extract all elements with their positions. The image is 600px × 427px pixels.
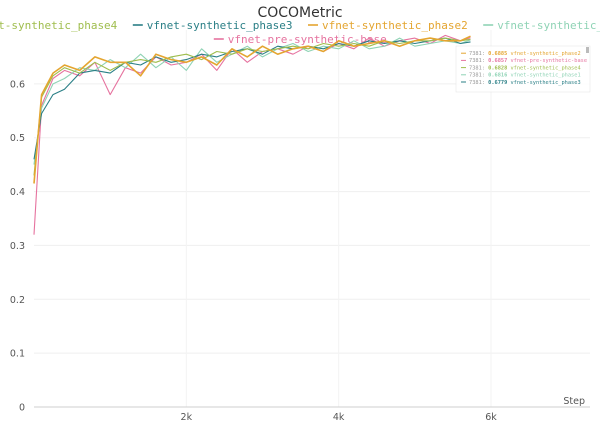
legend: vfnet-synthetic_phase4 vfnet-synthetic_ph… <box>0 19 600 46</box>
legend-item-label[interactable]: vfnet-pre-synthetic-base <box>228 33 387 46</box>
series-line-vfnet-synthetic_phase1[interactable] <box>33 37 471 165</box>
x-axis-label: Step <box>563 396 585 407</box>
tooltip-row: 7381: 0.6828 vfnet-synthetic_phase4 <box>469 65 581 71</box>
chart-title: COCOMetric <box>257 5 342 21</box>
tooltip-background <box>455 45 591 93</box>
tooltip-series-name: vfnet-synthetic_phase4 <box>510 65 580 71</box>
tooltip-step: 7381: <box>469 58 488 64</box>
legend-item-label[interactable]: vfnet-synthetic_phase2 <box>322 19 468 32</box>
tooltip-step: 7381: <box>469 51 488 57</box>
tooltip-row: 7381: 0.6857 vfnet-pre-synthetic-base <box>469 58 587 64</box>
y-tick-label: 0 <box>19 403 25 414</box>
x-tick-label: 2k <box>181 412 193 423</box>
tooltip-series-name: vfnet-synthetic_phase2 <box>510 51 580 57</box>
x-tick-label: 6k <box>485 412 497 423</box>
y-tick-label: 0.6 <box>10 79 25 90</box>
tooltip-step: 7381: <box>469 65 488 71</box>
tooltip-series-name: vfnet-pre-synthetic-base <box>510 58 587 64</box>
y-tick-label: 0.3 <box>10 241 25 252</box>
hover-tooltip: 7381: 0.6885 vfnet-synthetic_phase27381:… <box>455 45 591 93</box>
tooltip-value: 0.6816 <box>488 73 510 79</box>
tooltip-rows: 7381: 0.6885 vfnet-synthetic_phase27381:… <box>461 51 587 86</box>
tooltip-series-name: vfnet-synthetic_phase1 <box>510 73 580 79</box>
tooltip-scroll-handle[interactable] <box>586 47 589 53</box>
legend-item-label[interactable]: vfnet-synthetic_phase3 <box>147 19 293 32</box>
series-line-vfnet-synthetic_phase2[interactable] <box>33 35 471 184</box>
y-tick-label: 0.4 <box>10 187 25 198</box>
legend-item-label[interactable]: vfnet-synthetic_phase1 <box>497 19 600 32</box>
x-tick-labels: 2k 4k 6k <box>181 412 498 423</box>
y-tick-label: 0.2 <box>10 295 25 306</box>
tooltip-row: 7381: 0.6779 vfnet-synthetic_phase3 <box>469 80 581 86</box>
tooltip-row: 7381: 0.6885 vfnet-synthetic_phase2 <box>469 51 581 57</box>
tooltip-step: 7381: <box>469 73 488 79</box>
tooltip-value: 0.6779 <box>488 80 510 86</box>
tooltip-row: 7381: 0.6816 vfnet-synthetic_phase1 <box>469 73 581 79</box>
x-tick-label: 4k <box>333 412 345 423</box>
tooltip-value: 0.6885 <box>488 51 510 57</box>
y-tick-label: 0.1 <box>10 349 25 360</box>
tooltip-step: 7381: <box>469 80 488 86</box>
legend-item-label[interactable]: vfnet-synthetic_phase4 <box>0 19 118 32</box>
tooltip-value: 0.6828 <box>488 65 510 71</box>
tooltip-value: 0.6857 <box>488 58 510 64</box>
series-line-vfnet-synthetic_phase3[interactable] <box>33 37 471 160</box>
tooltip-series-name: vfnet-synthetic_phase3 <box>510 80 580 86</box>
y-tick-label: 0.5 <box>10 133 25 144</box>
series-lines <box>33 34 471 235</box>
series-line-vfnet-synthetic_phase4[interactable] <box>33 37 471 176</box>
y-tick-labels: 0 0.1 0.2 0.3 0.4 0.5 0.6 <box>10 79 25 413</box>
